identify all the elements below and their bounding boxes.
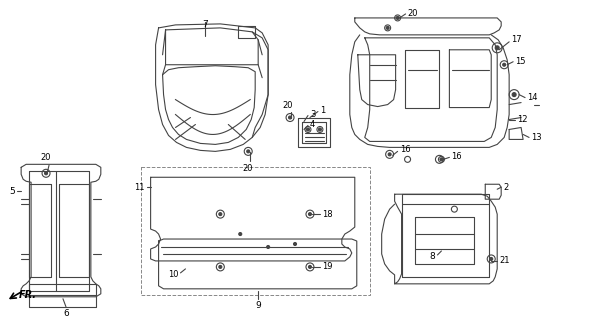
Text: 5: 5 <box>10 187 15 196</box>
Text: 1: 1 <box>320 106 325 115</box>
Text: 21: 21 <box>499 256 510 265</box>
Circle shape <box>512 92 516 97</box>
Text: 20: 20 <box>242 164 252 173</box>
Text: 12: 12 <box>517 115 527 124</box>
Circle shape <box>267 245 270 249</box>
Circle shape <box>318 128 321 131</box>
Circle shape <box>306 128 309 131</box>
Circle shape <box>219 265 222 268</box>
Text: 10: 10 <box>168 270 179 279</box>
Text: 20: 20 <box>41 153 51 162</box>
Circle shape <box>288 116 291 119</box>
Bar <box>141 167 370 295</box>
Circle shape <box>308 212 311 216</box>
Text: 20: 20 <box>283 100 293 109</box>
Circle shape <box>239 233 242 236</box>
Text: 14: 14 <box>527 93 538 102</box>
Text: 15: 15 <box>515 57 526 66</box>
Text: 13: 13 <box>531 133 542 142</box>
Circle shape <box>440 158 443 161</box>
Circle shape <box>45 172 48 175</box>
Text: 4: 4 <box>310 120 315 129</box>
Circle shape <box>396 16 399 20</box>
Circle shape <box>294 243 297 245</box>
Circle shape <box>490 258 492 260</box>
Circle shape <box>219 212 222 216</box>
Text: 9: 9 <box>255 301 261 310</box>
Text: 7: 7 <box>202 20 208 29</box>
Text: FR.: FR. <box>19 290 37 300</box>
Text: 11: 11 <box>134 183 144 192</box>
Circle shape <box>503 63 506 66</box>
Circle shape <box>247 150 250 153</box>
Text: 18: 18 <box>322 210 332 219</box>
Text: 16: 16 <box>452 152 462 161</box>
Text: 8: 8 <box>430 252 435 261</box>
Text: 20: 20 <box>408 10 418 19</box>
Text: 19: 19 <box>322 262 332 271</box>
Circle shape <box>386 26 389 29</box>
Text: 2: 2 <box>503 183 509 192</box>
Circle shape <box>388 153 391 156</box>
Text: 17: 17 <box>511 35 522 44</box>
Text: 3: 3 <box>310 110 315 119</box>
Text: 16: 16 <box>400 145 410 154</box>
Circle shape <box>495 46 499 50</box>
Text: 6: 6 <box>63 309 69 318</box>
Circle shape <box>308 265 311 268</box>
